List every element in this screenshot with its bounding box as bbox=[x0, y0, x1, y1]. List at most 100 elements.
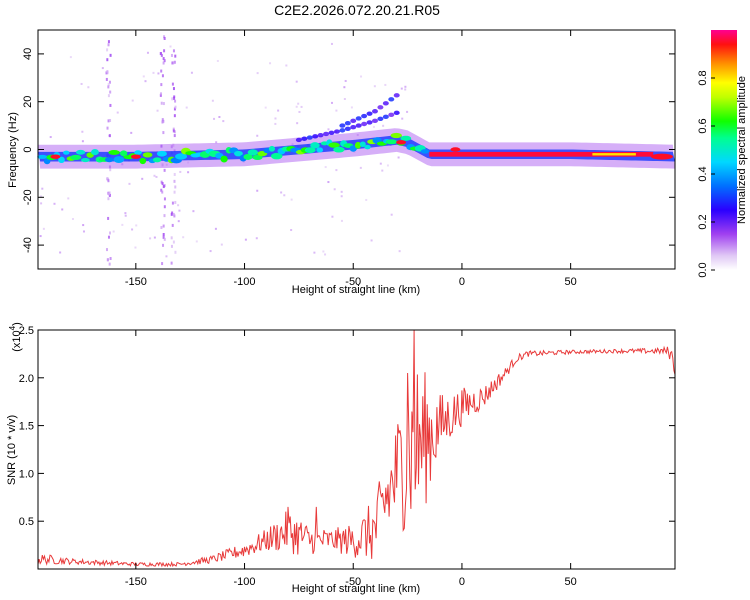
spectrogram-speckle bbox=[87, 86, 90, 89]
spectrogram-speckle bbox=[81, 140, 84, 143]
snr-y-tick-label: 2.0 bbox=[19, 373, 34, 385]
spectrogram-speckle bbox=[82, 230, 85, 233]
spectrogram-streak-dot bbox=[174, 130, 177, 134]
spectrogram-streak-dot bbox=[160, 226, 163, 230]
spectrogram-streak-dot bbox=[109, 118, 112, 122]
snr-x-tick-label: 0 bbox=[459, 576, 465, 588]
spectrogram-speckle bbox=[82, 224, 85, 227]
spectrogram-end-blob bbox=[650, 153, 673, 160]
spectrogram-blob bbox=[142, 152, 153, 158]
spectrogram-speckle bbox=[295, 105, 298, 108]
spectrogram-streak-dot bbox=[174, 105, 177, 109]
spectrogram-speckle bbox=[296, 122, 299, 125]
spectrogram-speckle bbox=[209, 250, 212, 253]
spectrogram-streak-dot bbox=[170, 53, 173, 57]
spectrogram-harmonic-1-blob bbox=[382, 114, 389, 120]
spectrogram-speckle bbox=[350, 106, 353, 109]
spectrogram-streak-dot bbox=[163, 214, 166, 218]
spectrogram-speckle bbox=[290, 198, 293, 201]
spectrogram-streak-dot bbox=[107, 216, 110, 220]
spectrogram-speckle bbox=[131, 99, 134, 102]
spectrogram-harmonic-1-blob bbox=[323, 131, 330, 137]
spectrogram-streak-dot bbox=[105, 248, 108, 252]
spectrogram-speckle bbox=[390, 213, 393, 216]
spectrogram-speckle bbox=[177, 204, 180, 207]
colorbar-tick-label: 0.8 bbox=[697, 70, 709, 85]
spectrogram-streak-dot bbox=[107, 197, 110, 201]
spectrogram-streak-dot bbox=[106, 258, 109, 262]
spectrogram-speckle bbox=[244, 238, 247, 241]
snr-y-multiplier: (x104) bbox=[8, 322, 23, 352]
spectrogram-harmonic-2-blob bbox=[339, 123, 346, 128]
spectrogram-blob bbox=[63, 150, 70, 155]
spectrogram-streak-dot bbox=[170, 244, 173, 248]
spectrogram-speckle bbox=[157, 72, 160, 75]
spectrogram-speckle bbox=[324, 166, 327, 169]
spectrogram-blob bbox=[390, 132, 402, 139]
spectrogram-streak-dot bbox=[173, 214, 176, 218]
spectrogram-streak-dot bbox=[159, 93, 162, 97]
spectrogram-speckle bbox=[67, 197, 70, 200]
spectrogram-streak-dot bbox=[109, 103, 112, 107]
spectrogram-speckle bbox=[365, 198, 368, 201]
spectrogram-streak-dot bbox=[163, 36, 166, 40]
spectrogram-streak-dot bbox=[161, 190, 164, 194]
spectrogram-streak-dot bbox=[109, 231, 112, 235]
spectrogram-speckle bbox=[220, 243, 223, 246]
spectrogram-streak-dot bbox=[174, 185, 177, 189]
snr-multiplier-exponent: 4 bbox=[8, 325, 17, 330]
spectrogram-speckle bbox=[283, 194, 286, 197]
spectrogram-speckle bbox=[255, 237, 258, 240]
spectrogram-speckle bbox=[124, 214, 127, 217]
spectrogram-streak-dot bbox=[172, 49, 175, 53]
snr-x-axis-label: Height of straight line (km) bbox=[292, 583, 420, 595]
spectrogram-blob bbox=[304, 147, 316, 154]
spectrogram-blob bbox=[234, 150, 243, 157]
spectrogram-blob bbox=[270, 152, 283, 160]
colorbar-tick-label: 0.0 bbox=[697, 262, 709, 277]
spectrogram-streak-dot bbox=[106, 70, 109, 74]
spectrogram-harmonic-2-blob bbox=[371, 109, 378, 114]
spectrogram-speckle bbox=[264, 106, 267, 109]
spectrogram-speckle bbox=[42, 227, 45, 230]
spectrogram-blob bbox=[247, 149, 258, 156]
spectrogram-streak-dot bbox=[162, 224, 165, 228]
spectrogram-speckle bbox=[156, 109, 159, 112]
snr-y-tick-label: 1.5 bbox=[19, 421, 34, 433]
spectrogram-streak-dot bbox=[163, 237, 166, 241]
spectrogram-speckle bbox=[144, 80, 147, 83]
spectrogram-streak-dot bbox=[105, 77, 108, 81]
spectrogram-harmonic-1-blob bbox=[328, 130, 335, 135]
spectrogram-speckle bbox=[400, 87, 403, 90]
spectrogram-streak-dot bbox=[174, 99, 177, 103]
spectrogram-harmonic-1-blob bbox=[339, 128, 346, 133]
spectrogram-speckle bbox=[192, 210, 195, 213]
spectrogram-streak-dot bbox=[107, 179, 110, 183]
spectrogram-harmonic-1-blob bbox=[361, 121, 368, 127]
spectrogram-streak-dot bbox=[162, 57, 165, 61]
spectrogram-streak-dot bbox=[163, 35, 166, 39]
colorbar-tick-label: 0.4 bbox=[697, 166, 709, 181]
spectrogram-speckle bbox=[69, 56, 72, 59]
spectrogram-speckle bbox=[298, 110, 301, 113]
spectrogram-speckle bbox=[101, 67, 104, 70]
spectrogram-streak-dot bbox=[172, 87, 175, 91]
spectrogram-speckle bbox=[153, 236, 156, 239]
spectrogram-speckle bbox=[340, 190, 343, 193]
spectrogram-speckle bbox=[213, 117, 216, 120]
spectrogram-streak-dot bbox=[108, 134, 111, 138]
spectrogram-streak-dot bbox=[173, 134, 176, 138]
spectrogram-speckle bbox=[343, 86, 346, 89]
spectrogram-speckle bbox=[340, 219, 343, 222]
spectrogram-streak-dot bbox=[160, 101, 163, 105]
spectrogram-speckle bbox=[40, 202, 43, 205]
spectrogram-streak-dot bbox=[107, 40, 110, 44]
spectrogram-speckle bbox=[131, 228, 134, 231]
colorbar-gradient bbox=[711, 30, 737, 270]
spectrogram-speckle bbox=[297, 102, 300, 105]
snr-x-ticks: -150 -100 -50 0 50 bbox=[125, 330, 577, 588]
spectrogram-streak-dot bbox=[162, 185, 165, 189]
spectrogram-streak-dot bbox=[107, 235, 110, 239]
spectrogram-harmonic-1-blob bbox=[317, 132, 324, 138]
